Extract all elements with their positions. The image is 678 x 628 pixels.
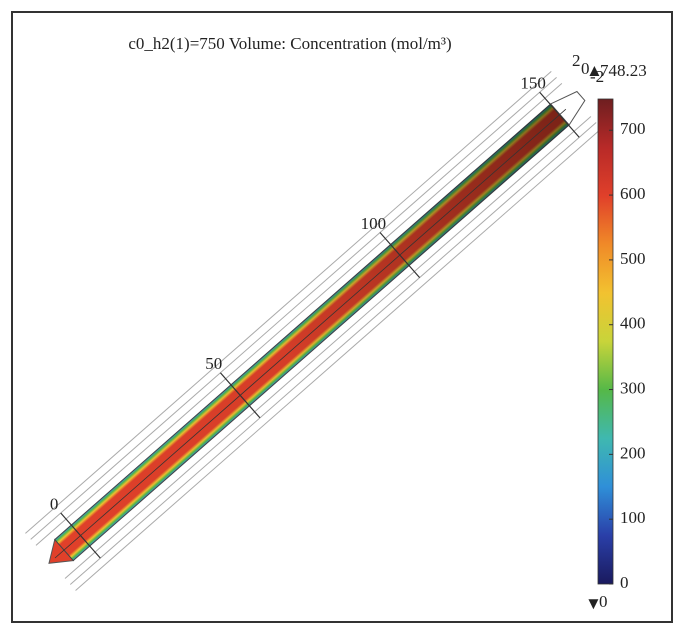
x-tick: [539, 91, 580, 138]
guide-line: [64, 116, 592, 579]
x-tick: [60, 512, 101, 559]
x-tick-label: 150: [520, 74, 546, 93]
colorbar-tick-label: 300: [620, 378, 646, 397]
colorbar-tick-label: 100: [620, 508, 646, 527]
x-tick: [219, 372, 261, 419]
x-tick-label: 100: [361, 214, 387, 233]
min-marker: ▼: [585, 594, 602, 613]
guide-line: [75, 128, 602, 591]
x-tick: [379, 232, 421, 278]
colorbar-tick-label: 0: [620, 573, 629, 592]
z-tick-label: -2: [590, 67, 604, 86]
rod: [25, 71, 602, 591]
colorbar-tick-label: 200: [620, 443, 646, 462]
guide-line: [25, 71, 552, 534]
colorbar: [597, 98, 614, 585]
guide-line: [30, 77, 557, 540]
colorbar-max-label: 748.23: [600, 61, 647, 80]
x-tick-label: 50: [205, 354, 222, 373]
chart-title: c0_h2(1)=750 Volume: Concentration (mol/…: [128, 34, 451, 53]
z-tick-label: 2: [572, 51, 581, 70]
colorbar-min-label: 0: [599, 592, 608, 611]
max-marker: ▲: [586, 61, 603, 80]
colorbar-tick-label: 400: [620, 314, 646, 333]
colorbar-tick-label: 700: [620, 119, 646, 138]
colorbar-tick-label: 600: [620, 184, 646, 203]
colorbar-tick-label: 500: [620, 249, 646, 268]
z-tick-label: 0: [581, 59, 590, 78]
guide-line: [69, 122, 597, 585]
guide-line: [35, 83, 563, 546]
x-tick-label: 0: [50, 494, 59, 513]
rod-axis: [54, 108, 567, 559]
